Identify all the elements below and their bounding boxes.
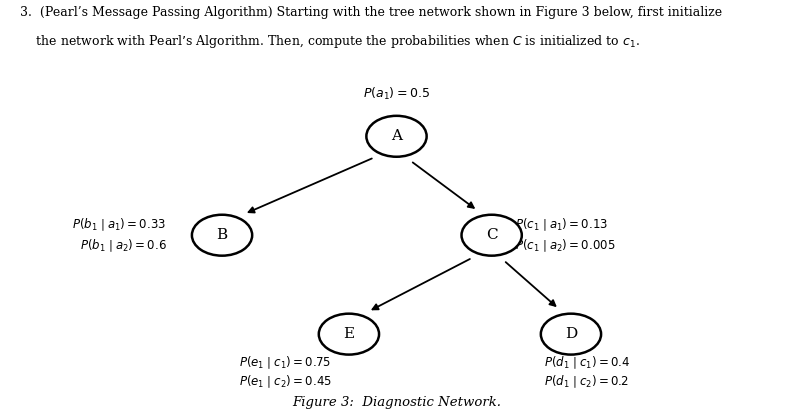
Text: A: A — [391, 129, 402, 143]
Ellipse shape — [366, 116, 427, 157]
Text: $P(d_1 \mid c_1) = 0.4$: $P(d_1 \mid c_1) = 0.4$ — [544, 355, 630, 371]
Text: $P(a_1) = 0.5$: $P(a_1) = 0.5$ — [363, 86, 430, 102]
Ellipse shape — [319, 314, 379, 354]
Ellipse shape — [541, 314, 601, 354]
Text: 3.  (Pearl’s Message Passing Algorithm) Starting with the tree network shown in : 3. (Pearl’s Message Passing Algorithm) S… — [20, 6, 722, 19]
Text: $P(d_1 \mid c_2) = 0.2$: $P(d_1 \mid c_2) = 0.2$ — [544, 374, 630, 390]
Text: B: B — [216, 228, 228, 242]
Text: $P(b_1 \mid a_1) = 0.33$: $P(b_1 \mid a_1) = 0.33$ — [72, 217, 167, 233]
Text: $P(e_1 \mid c_2) = 0.45$: $P(e_1 \mid c_2) = 0.45$ — [239, 374, 332, 390]
Text: $P(c_1 \mid a_1) = 0.13$: $P(c_1 \mid a_1) = 0.13$ — [515, 217, 608, 233]
Ellipse shape — [192, 215, 252, 256]
Ellipse shape — [462, 215, 522, 256]
Text: $P(c_1 \mid a_2) = 0.005$: $P(c_1 \mid a_2) = 0.005$ — [515, 237, 616, 254]
Text: D: D — [565, 327, 577, 341]
Text: C: C — [486, 228, 497, 242]
Text: $P(b_1 \mid a_2) = 0.6$: $P(b_1 \mid a_2) = 0.6$ — [79, 237, 167, 254]
Text: the network with Pearl’s Algorithm. Then, compute the probabilities when $C$ is : the network with Pearl’s Algorithm. Then… — [20, 33, 640, 50]
Text: $P(e_1 \mid c_1) = 0.75$: $P(e_1 \mid c_1) = 0.75$ — [239, 355, 331, 371]
Text: Figure 3:  Diagnostic Network.: Figure 3: Diagnostic Network. — [292, 396, 501, 409]
Text: E: E — [343, 327, 354, 341]
